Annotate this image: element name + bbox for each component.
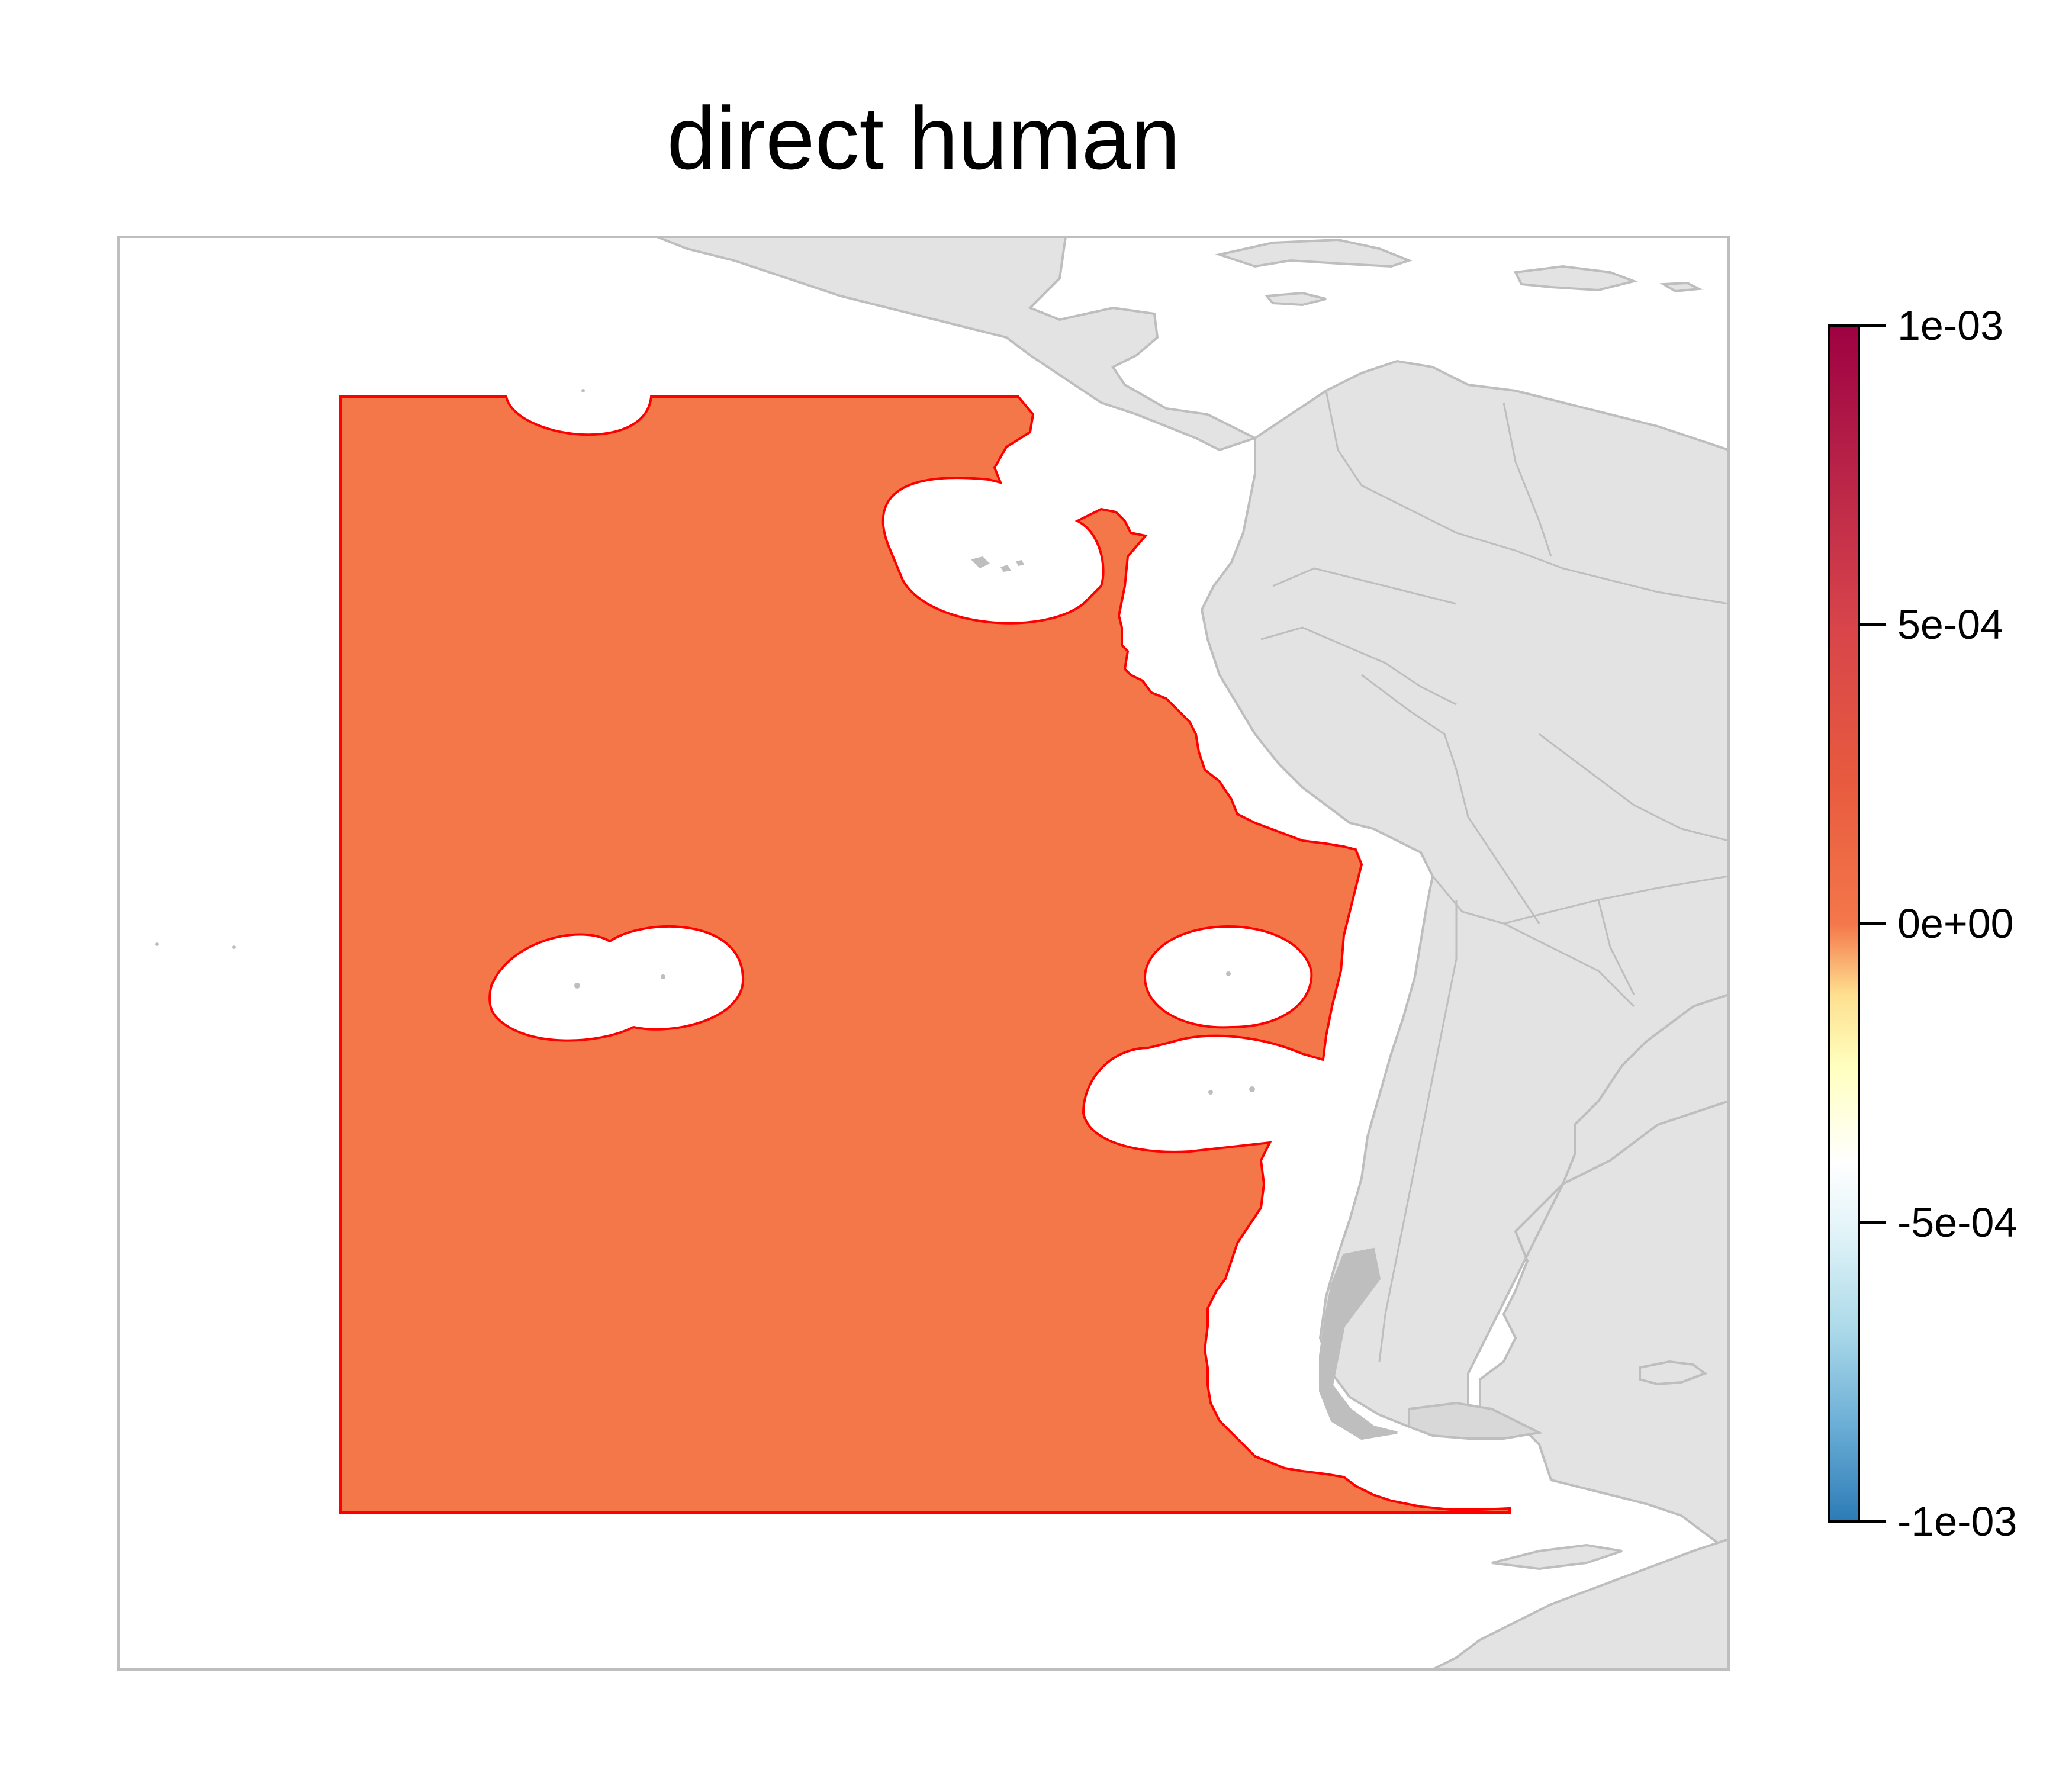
colorbar-tick-label: 5e-04 [1897, 601, 2003, 648]
colorbar-tick-label: 0e+00 [1897, 900, 2014, 947]
map-title: direct human [667, 88, 1180, 188]
land-antarctic-peninsula [1432, 1537, 1729, 1669]
land-south-america [1200, 359, 1729, 1553]
land-south-shetlands [1491, 1543, 1623, 1571]
colorbar: 1e-03 5e-04 0e+00 -5e-04 -1e-03 [1828, 303, 2017, 1545]
land-hispaniola [1513, 265, 1638, 292]
colorbar-ticks: 1e-03 5e-04 0e+00 -5e-04 -1e-03 [1859, 303, 2017, 1545]
study-region [339, 395, 1511, 1514]
land-layer [657, 237, 1729, 1669]
land-jamaica [1265, 291, 1327, 307]
land-galapagos [971, 556, 1024, 572]
land-cuba [1215, 238, 1413, 268]
map-panel [155, 237, 1729, 1669]
land-central-america [657, 237, 1259, 452]
islands-in-holes [155, 389, 1255, 1095]
colorbar-tick-label: 1e-03 [1897, 303, 2003, 349]
colorbar-tick-label: -1e-03 [1897, 1498, 2017, 1545]
land-chile-fjords [1319, 1247, 1398, 1440]
country-borders [1260, 390, 1729, 1362]
map-frame [117, 236, 1730, 1671]
colorbar-gradient [1828, 324, 1860, 1523]
land-tierra-del-fuego [1408, 1401, 1543, 1440]
land-falklands [1639, 1360, 1708, 1386]
land-puerto-rico [1659, 281, 1704, 293]
colorbar-tick-label: -5e-04 [1897, 1199, 2017, 1246]
